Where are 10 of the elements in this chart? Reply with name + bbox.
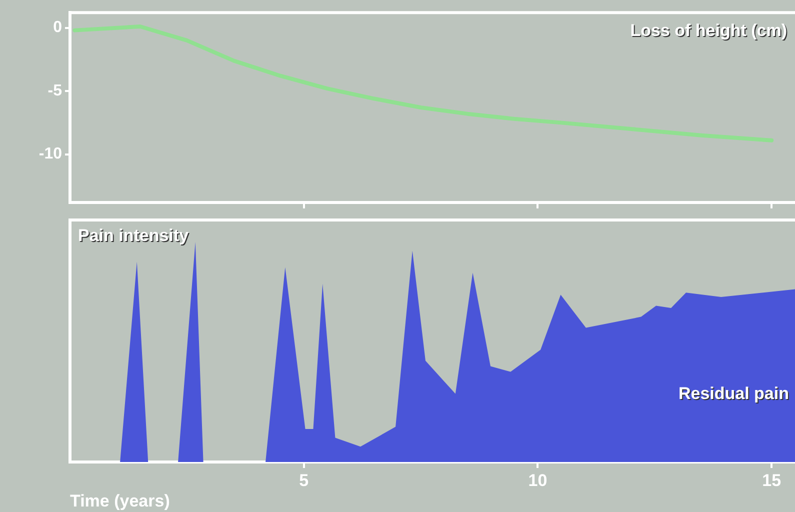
x-tick-label: 15 [762,470,782,490]
y-tick-label: -10 [38,146,62,163]
x-tick-label: 5 [299,470,309,490]
y-tick-label: 0 [53,19,62,36]
annotation: Residual pain [679,384,790,404]
x-axis-title: Time (years) [70,491,170,510]
x-tick-label: 10 [528,470,548,490]
y-tick-label: -5 [48,82,62,100]
annotation: Loss of height (cm) [631,22,788,41]
annotation: Pain intensity [79,227,190,246]
